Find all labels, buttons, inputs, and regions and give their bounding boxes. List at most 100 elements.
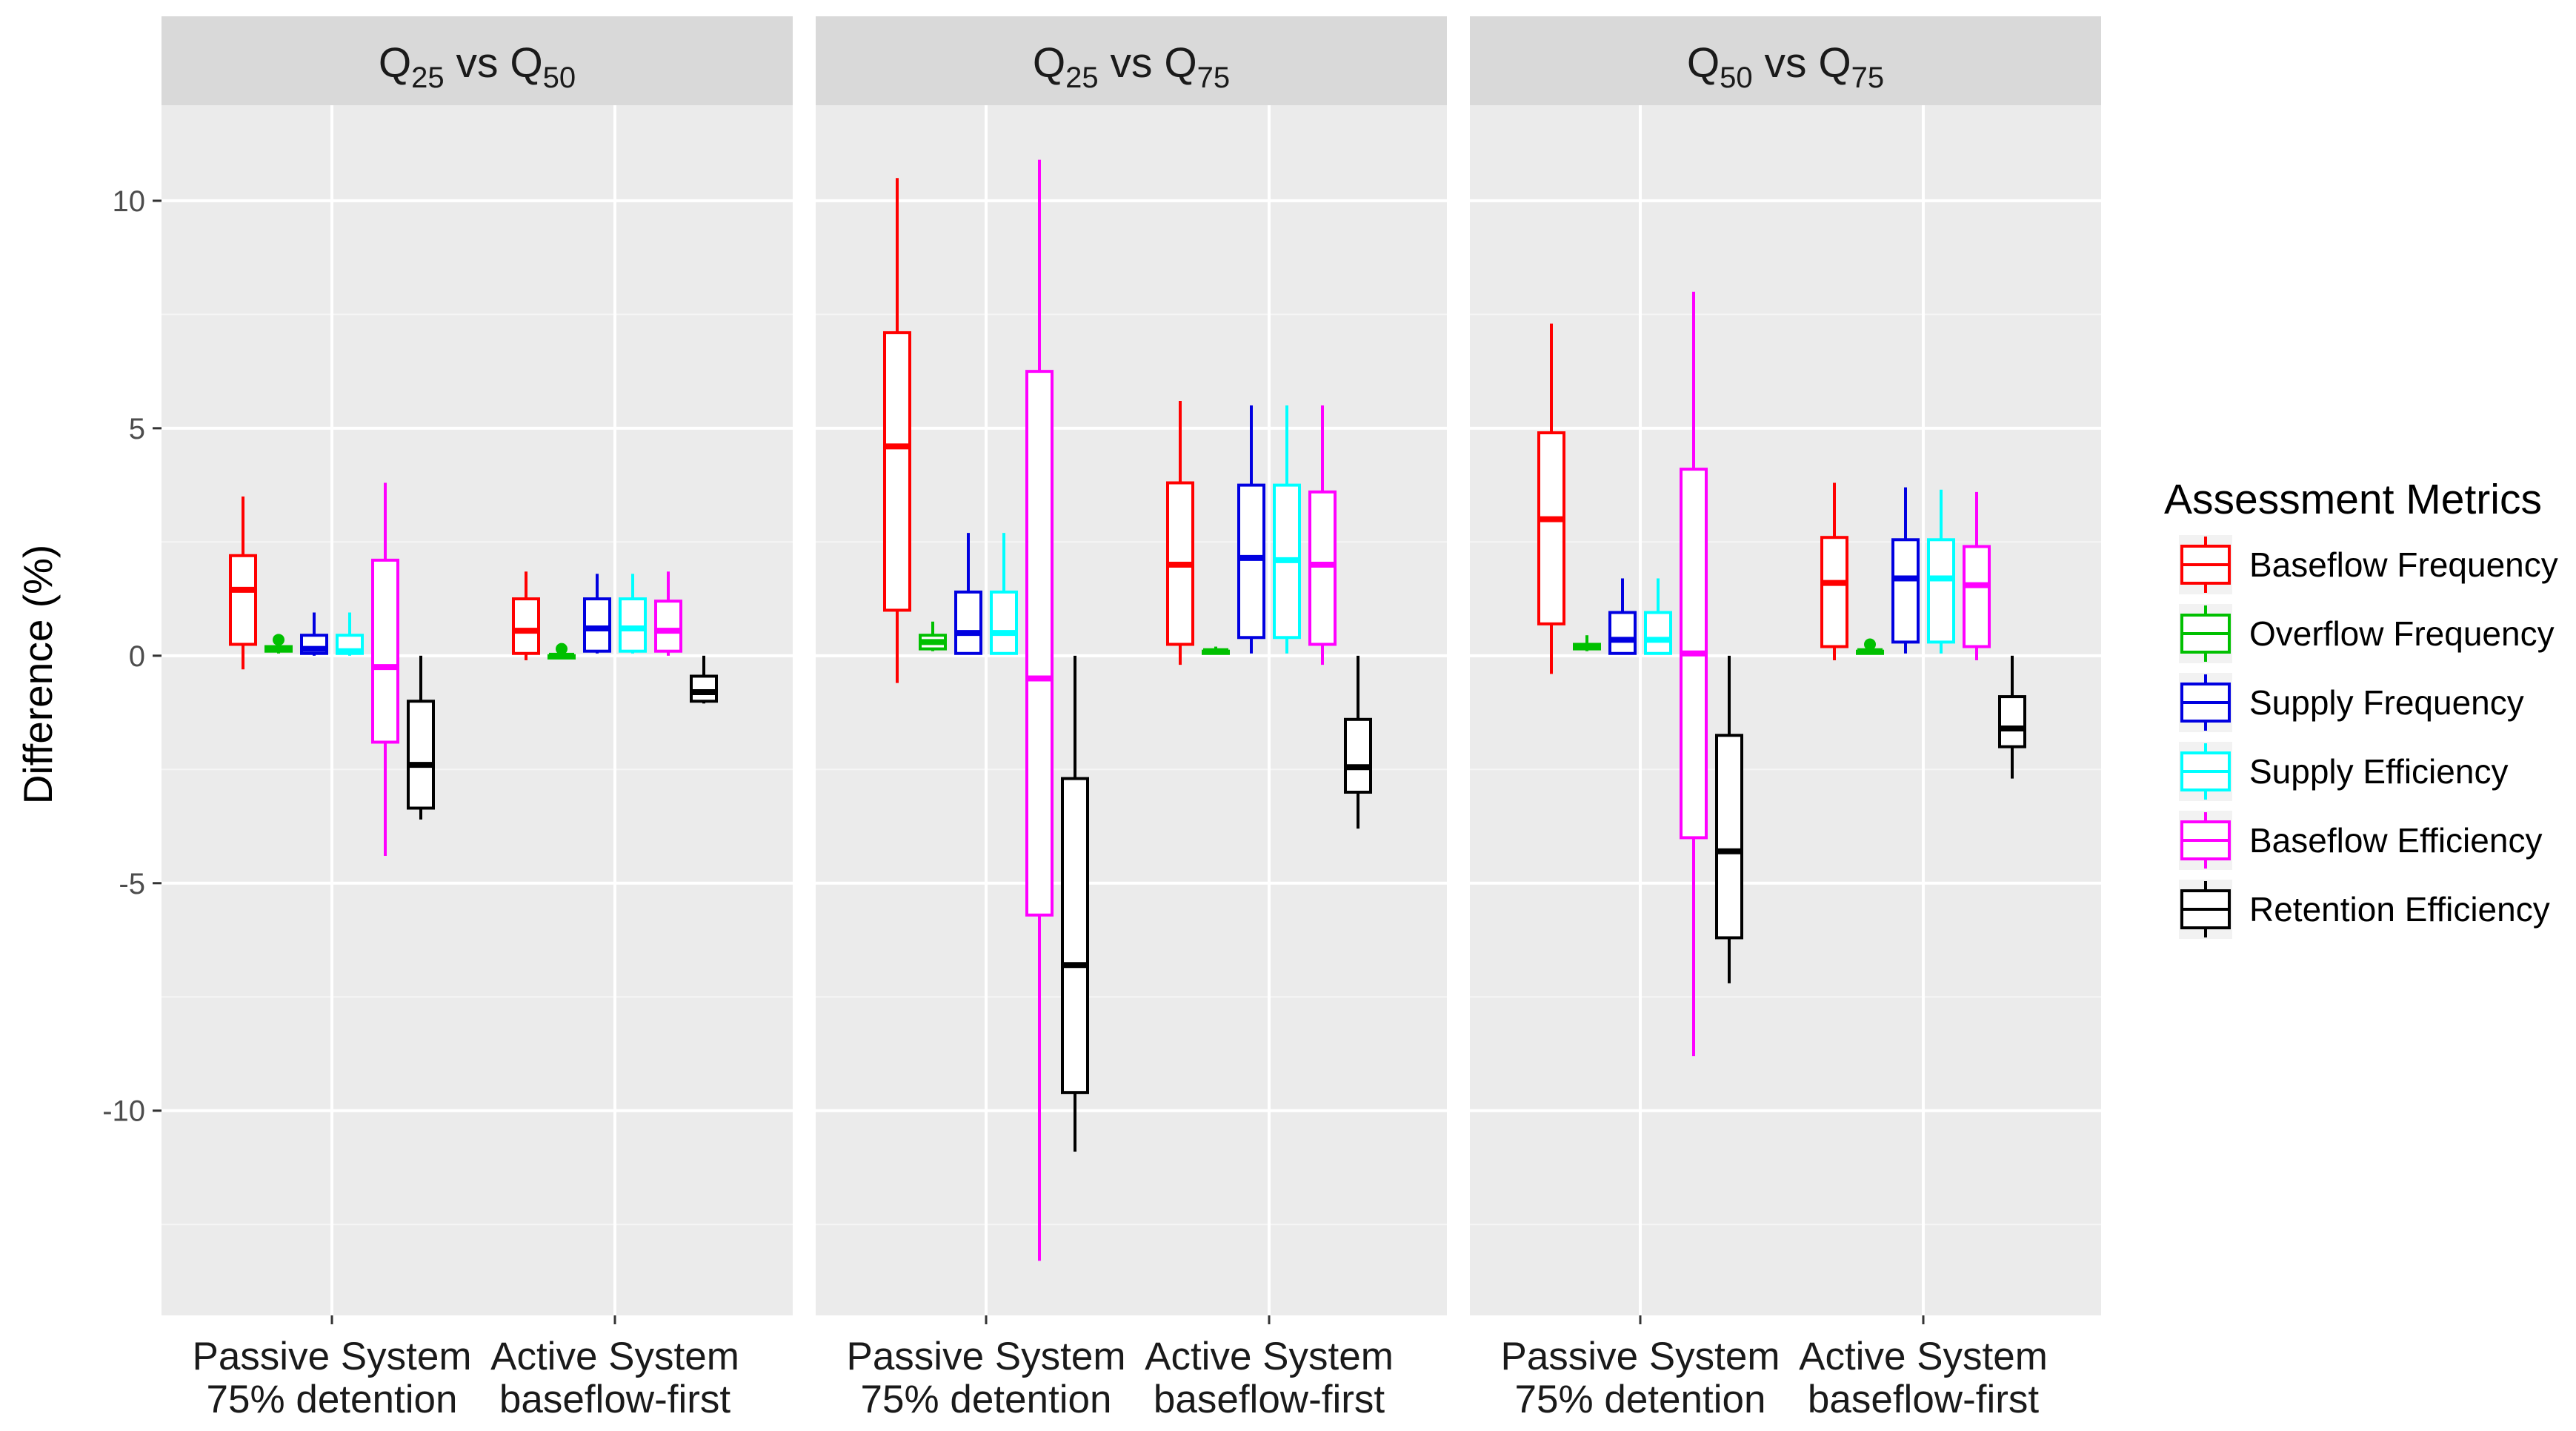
x-tick-label-line1: Active System [490, 1335, 739, 1378]
box-supply-efficiency [336, 612, 364, 656]
box-baseflow-efficiency [1963, 491, 1991, 660]
y-tick-label: -5 [119, 868, 145, 900]
legend-item-overflow-frequency: Overflow Frequency [2179, 604, 2555, 663]
box-baseflow-efficiency [1308, 405, 1337, 665]
panel-title-q1: Q [1687, 39, 1720, 87]
legend-item-baseflow-efficiency: Baseflow Efficiency [2179, 811, 2542, 870]
box-baseflow-frequency [229, 496, 257, 670]
box-iqr [407, 700, 435, 810]
y-axis: 10 5 0 -5 -10 [102, 185, 162, 1128]
box-baseflow-efficiency [1025, 159, 1054, 1261]
box-overflow-frequency [1856, 638, 1884, 655]
box-group-1 [229, 482, 435, 856]
y-tick-label: -10 [102, 1095, 145, 1128]
panel-title-mid: vs Q [1753, 39, 1851, 87]
box-iqr [954, 590, 982, 655]
x-tick-label-line2: baseflow-first [1808, 1378, 2039, 1421]
box-iqr [1061, 777, 1089, 1095]
panel-title-q1: Q [1033, 39, 1065, 87]
legend-item-supply-frequency: Supply Frequency [2179, 673, 2524, 732]
box-group-2 [1820, 482, 2026, 779]
box-iqr [512, 597, 540, 655]
panel-title-sub1: 25 [411, 62, 445, 94]
panel-strip [1470, 16, 2101, 105]
panel-background [816, 105, 1447, 1315]
outlier-point [1864, 638, 1876, 651]
box-baseflow-frequency [883, 178, 911, 683]
box-group-2 [512, 571, 718, 704]
panel-background [1470, 105, 2101, 1315]
panel-title-sub1: 25 [1065, 62, 1099, 94]
box-iqr [1715, 734, 1743, 940]
box-overflow-frequency [919, 621, 947, 651]
box-iqr [1608, 611, 1637, 655]
x-tick-label-line2: baseflow-first [1154, 1378, 1385, 1421]
box-supply-frequency [1237, 405, 1265, 654]
x-tick-label-line2: 75% detention [1515, 1378, 1766, 1421]
box-retention-efficiency [690, 655, 718, 704]
x-tick-label-line1: Passive System [1500, 1335, 1780, 1378]
box-supply-frequency [1608, 578, 1637, 655]
outlier-point [273, 634, 284, 646]
box-supply-frequency [583, 574, 611, 654]
box-baseflow-frequency [1820, 482, 1848, 660]
panel-title-sub2: 75 [1851, 62, 1885, 94]
legend-label: Overflow Frequency [2249, 614, 2555, 653]
box-iqr [654, 600, 682, 653]
box-supply-frequency [954, 533, 982, 655]
box-iqr [1891, 538, 1920, 644]
box-supply-frequency [1891, 487, 1920, 654]
legend-label: Retention Efficiency [2249, 890, 2550, 929]
box-iqr [229, 554, 257, 646]
box-iqr [1237, 483, 1265, 640]
y-axis-title: Difference (%) [15, 545, 61, 805]
box-retention-efficiency [407, 655, 435, 820]
panel-title: Q50 vs Q75 [1687, 39, 1884, 94]
box-iqr [1537, 431, 1565, 625]
box-baseflow-frequency [512, 571, 540, 660]
legend-label: Supply Frequency [2249, 683, 2524, 722]
y-tick-label: 0 [129, 640, 145, 673]
box-retention-efficiency [1061, 655, 1089, 1152]
x-tick-label-line2: 75% detention [207, 1378, 458, 1421]
box-iqr [1927, 538, 1955, 644]
box-iqr [1998, 695, 2026, 748]
box-iqr [1025, 370, 1054, 917]
box-group-1 [1537, 291, 1743, 1057]
box-iqr [1820, 536, 1848, 648]
panel-title: Q25 vs Q50 [379, 39, 576, 94]
panel-strip [162, 16, 793, 105]
box-iqr [990, 590, 1018, 655]
box-iqr [1308, 490, 1337, 646]
legend-label: Supply Efficiency [2249, 752, 2508, 791]
y-tick-label: 5 [129, 413, 145, 445]
box-iqr [1963, 545, 1991, 648]
box-overflow-frequency [1202, 646, 1230, 655]
panel-title-sub2: 75 [1197, 62, 1231, 94]
box-supply-efficiency [1644, 578, 1672, 655]
legend: Assessment Metrics Baseflow Frequency Ove… [2164, 476, 2558, 939]
x-tick-label-line1: Active System [1799, 1335, 2048, 1378]
panel-title: Q25 vs Q75 [1033, 39, 1230, 94]
box-iqr [619, 597, 647, 653]
x-tick-label-line1: Passive System [192, 1335, 471, 1378]
box-supply-efficiency [1927, 489, 1955, 654]
box-supply-frequency [300, 612, 328, 656]
panel-strip [816, 16, 1447, 105]
legend-item-retention-efficiency: Retention Efficiency [2179, 880, 2550, 939]
box-retention-efficiency [1715, 655, 1743, 983]
box-supply-efficiency [990, 533, 1018, 655]
panel-title-mid: vs Q [1099, 39, 1197, 87]
box-baseflow-efficiency [1680, 291, 1708, 1057]
box-baseflow-frequency [1537, 323, 1565, 674]
legend-title: Assessment Metrics [2164, 476, 2542, 523]
legend-item-supply-efficiency: Supply Efficiency [2179, 742, 2508, 801]
box-retention-efficiency [1344, 655, 1372, 829]
box-baseflow-efficiency [371, 482, 399, 856]
legend-label: Baseflow Efficiency [2249, 821, 2542, 860]
